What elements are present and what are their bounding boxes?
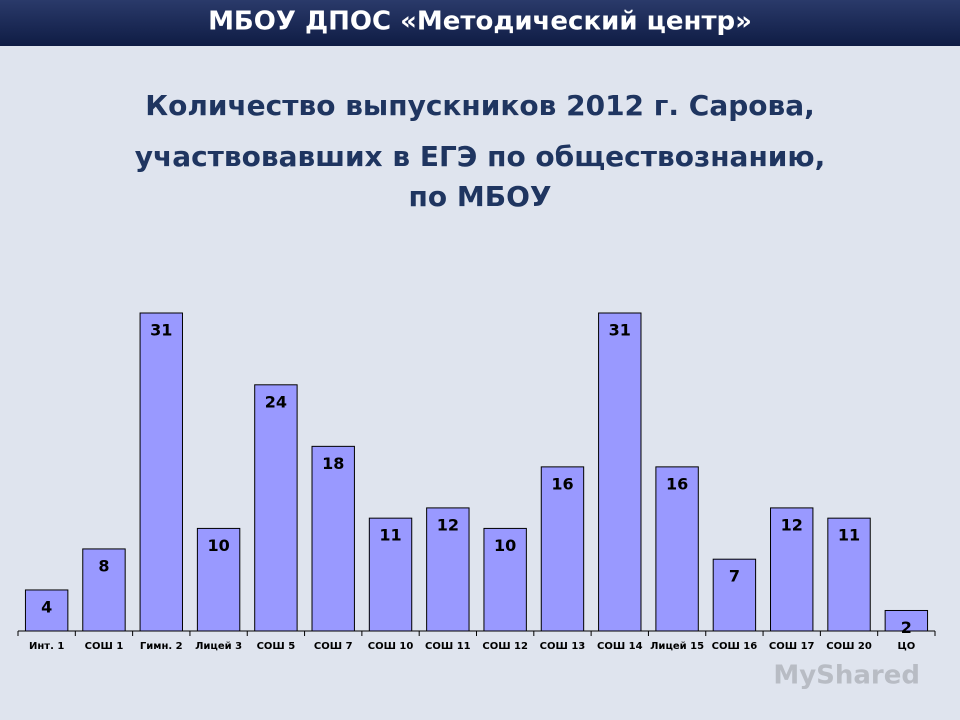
bar	[254, 384, 298, 632]
chart-title: участвовавших в ЕГЭ по обществознанию,	[135, 140, 826, 173]
bar	[770, 507, 814, 632]
data-label: 12	[437, 515, 459, 534]
header-bar	[0, 0, 960, 46]
data-label: 10	[494, 536, 516, 555]
data-label: 7	[729, 567, 740, 586]
data-label: 18	[322, 454, 344, 473]
x-tick-label: СОШ 11	[425, 641, 471, 652]
x-tick-label: СОШ 20	[826, 641, 872, 652]
data-label: 31	[609, 321, 631, 340]
x-tick-label: СОШ 5	[257, 641, 296, 652]
bar	[426, 507, 470, 632]
chart-title: Количество выпускников 2012 г. Сарова,	[145, 89, 815, 122]
x-tick-label: Инт. 1	[29, 641, 64, 652]
x-tick-label: СОШ 14	[597, 641, 643, 652]
bar	[483, 527, 527, 632]
x-tick-label: СОШ 17	[769, 641, 815, 652]
data-label: 16	[666, 474, 688, 493]
bar	[368, 517, 413, 632]
x-tick-label: СОШ 1	[85, 641, 124, 652]
x-tick-label: ЦО	[897, 641, 915, 652]
data-label: 24	[265, 392, 287, 411]
bar	[196, 527, 241, 632]
data-label: 31	[150, 321, 172, 340]
header-title: МБОУ ДПОС «Методический центр»	[208, 7, 752, 37]
data-label: 11	[379, 526, 401, 545]
bar	[540, 466, 585, 632]
x-tick-label: Лицей 3	[195, 641, 242, 652]
x-tick-label: Лицей 15	[650, 641, 704, 652]
data-label: 4	[41, 597, 52, 616]
bar	[82, 548, 126, 632]
x-tick-label: СОШ 16	[712, 641, 758, 652]
x-tick-label: СОШ 12	[482, 641, 528, 652]
bar	[655, 466, 699, 632]
x-tick-label: СОШ 10	[368, 641, 414, 652]
bar	[598, 312, 642, 632]
watermark: MyShared	[773, 661, 920, 691]
bar	[827, 517, 871, 632]
data-label: 10	[207, 536, 229, 555]
data-label: 8	[98, 556, 109, 575]
x-tick-label: Гимн. 2	[140, 641, 183, 652]
x-tick-label: СОШ 7	[314, 641, 353, 652]
bar	[139, 312, 183, 632]
data-label: 11	[838, 526, 860, 545]
data-label: 12	[781, 515, 803, 534]
x-tick-label: СОШ 13	[540, 641, 586, 652]
chart-title: по МБОУ	[409, 180, 552, 213]
bar	[311, 445, 355, 632]
data-label: 16	[551, 474, 573, 493]
data-label: 2	[901, 618, 912, 637]
